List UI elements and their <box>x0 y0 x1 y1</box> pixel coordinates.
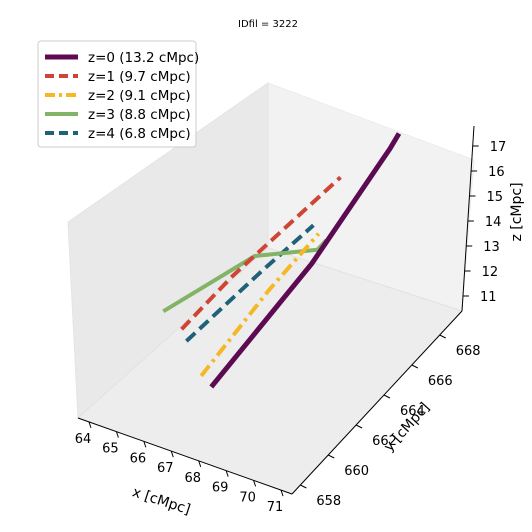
x-tick-mark <box>198 460 202 468</box>
x-axis-title: x [cMpc] <box>130 484 192 518</box>
x-tick-label: 68 <box>184 471 201 486</box>
legend-items: z=0 (13.2 cMpc) z=1 (9.7 cMpc) z=2 (9.1 cM… <box>45 50 199 142</box>
y-tick-mark <box>411 364 419 369</box>
x-tick-mark <box>253 480 257 487</box>
y-tick-mark <box>328 454 335 459</box>
z-tick-label: 13 <box>483 240 500 255</box>
axis-lines <box>77 125 475 495</box>
legend-entry: z=2 (9.1 cMpc) <box>88 88 191 104</box>
chart-title: IDfil = 3222 <box>238 19 298 30</box>
series-line-4 <box>185 223 315 343</box>
y-tick-label: 662 <box>372 434 397 449</box>
z-tick-label: 11 <box>480 290 497 305</box>
series-line-2 <box>199 232 321 378</box>
x-tick-mark <box>143 441 147 448</box>
z-tick-label: 17 <box>490 140 507 155</box>
legend-entry: z=4 (6.8 cMpc) <box>88 126 191 142</box>
z-tick-label: 15 <box>486 190 503 205</box>
x-tick-mark <box>225 470 229 477</box>
y-tick-label: 664 <box>400 404 425 419</box>
legend: z=0 (13.2 cMpc) z=1 (9.7 cMpc) z=2 (9.1 cM… <box>37 40 199 148</box>
legend-entry: z=3 (8.8 cMpc) <box>88 107 191 123</box>
legend-frame <box>37 40 197 148</box>
y-axis-line <box>291 310 463 495</box>
x-tick-mark <box>170 450 174 458</box>
y-tick-label: 666 <box>428 374 453 389</box>
z-tick-label: 12 <box>482 265 499 280</box>
x-tick-label: 65 <box>102 442 119 457</box>
z-axis-line <box>461 125 475 312</box>
x-tick-label: 69 <box>212 481 229 496</box>
y-tick-mark <box>383 394 391 399</box>
legend-entry: z=1 (9.7 cMpc) <box>88 69 191 85</box>
x-tick-mark <box>115 431 119 438</box>
x-tick-label: 71 <box>267 500 284 515</box>
y-tick-mark <box>355 424 363 429</box>
y-tick-label: 668 <box>456 344 481 359</box>
z-tick-label: 16 <box>488 165 505 180</box>
x-tick-label: 70 <box>239 490 256 505</box>
y-tick-mark <box>439 334 446 339</box>
y-tick-mark <box>300 484 307 489</box>
x-axis-line <box>77 417 293 495</box>
z-axis-title: z [cMpc] <box>509 182 525 241</box>
x-tick-label: 66 <box>130 451 147 466</box>
series-line-0 <box>209 132 402 389</box>
legend-entry: z=0 (13.2 cMpc) <box>88 50 199 66</box>
x-tick-mark <box>280 489 284 497</box>
z-tick-label: 14 <box>485 215 502 230</box>
y-tick-label: 660 <box>344 464 369 479</box>
x-tick-label: 64 <box>75 432 92 447</box>
y-tick-label: 658 <box>316 494 341 509</box>
series-line-1 <box>180 175 342 331</box>
series-layer <box>162 132 402 389</box>
x-tick-mark <box>88 421 92 429</box>
x-tick-label: 67 <box>157 461 174 476</box>
